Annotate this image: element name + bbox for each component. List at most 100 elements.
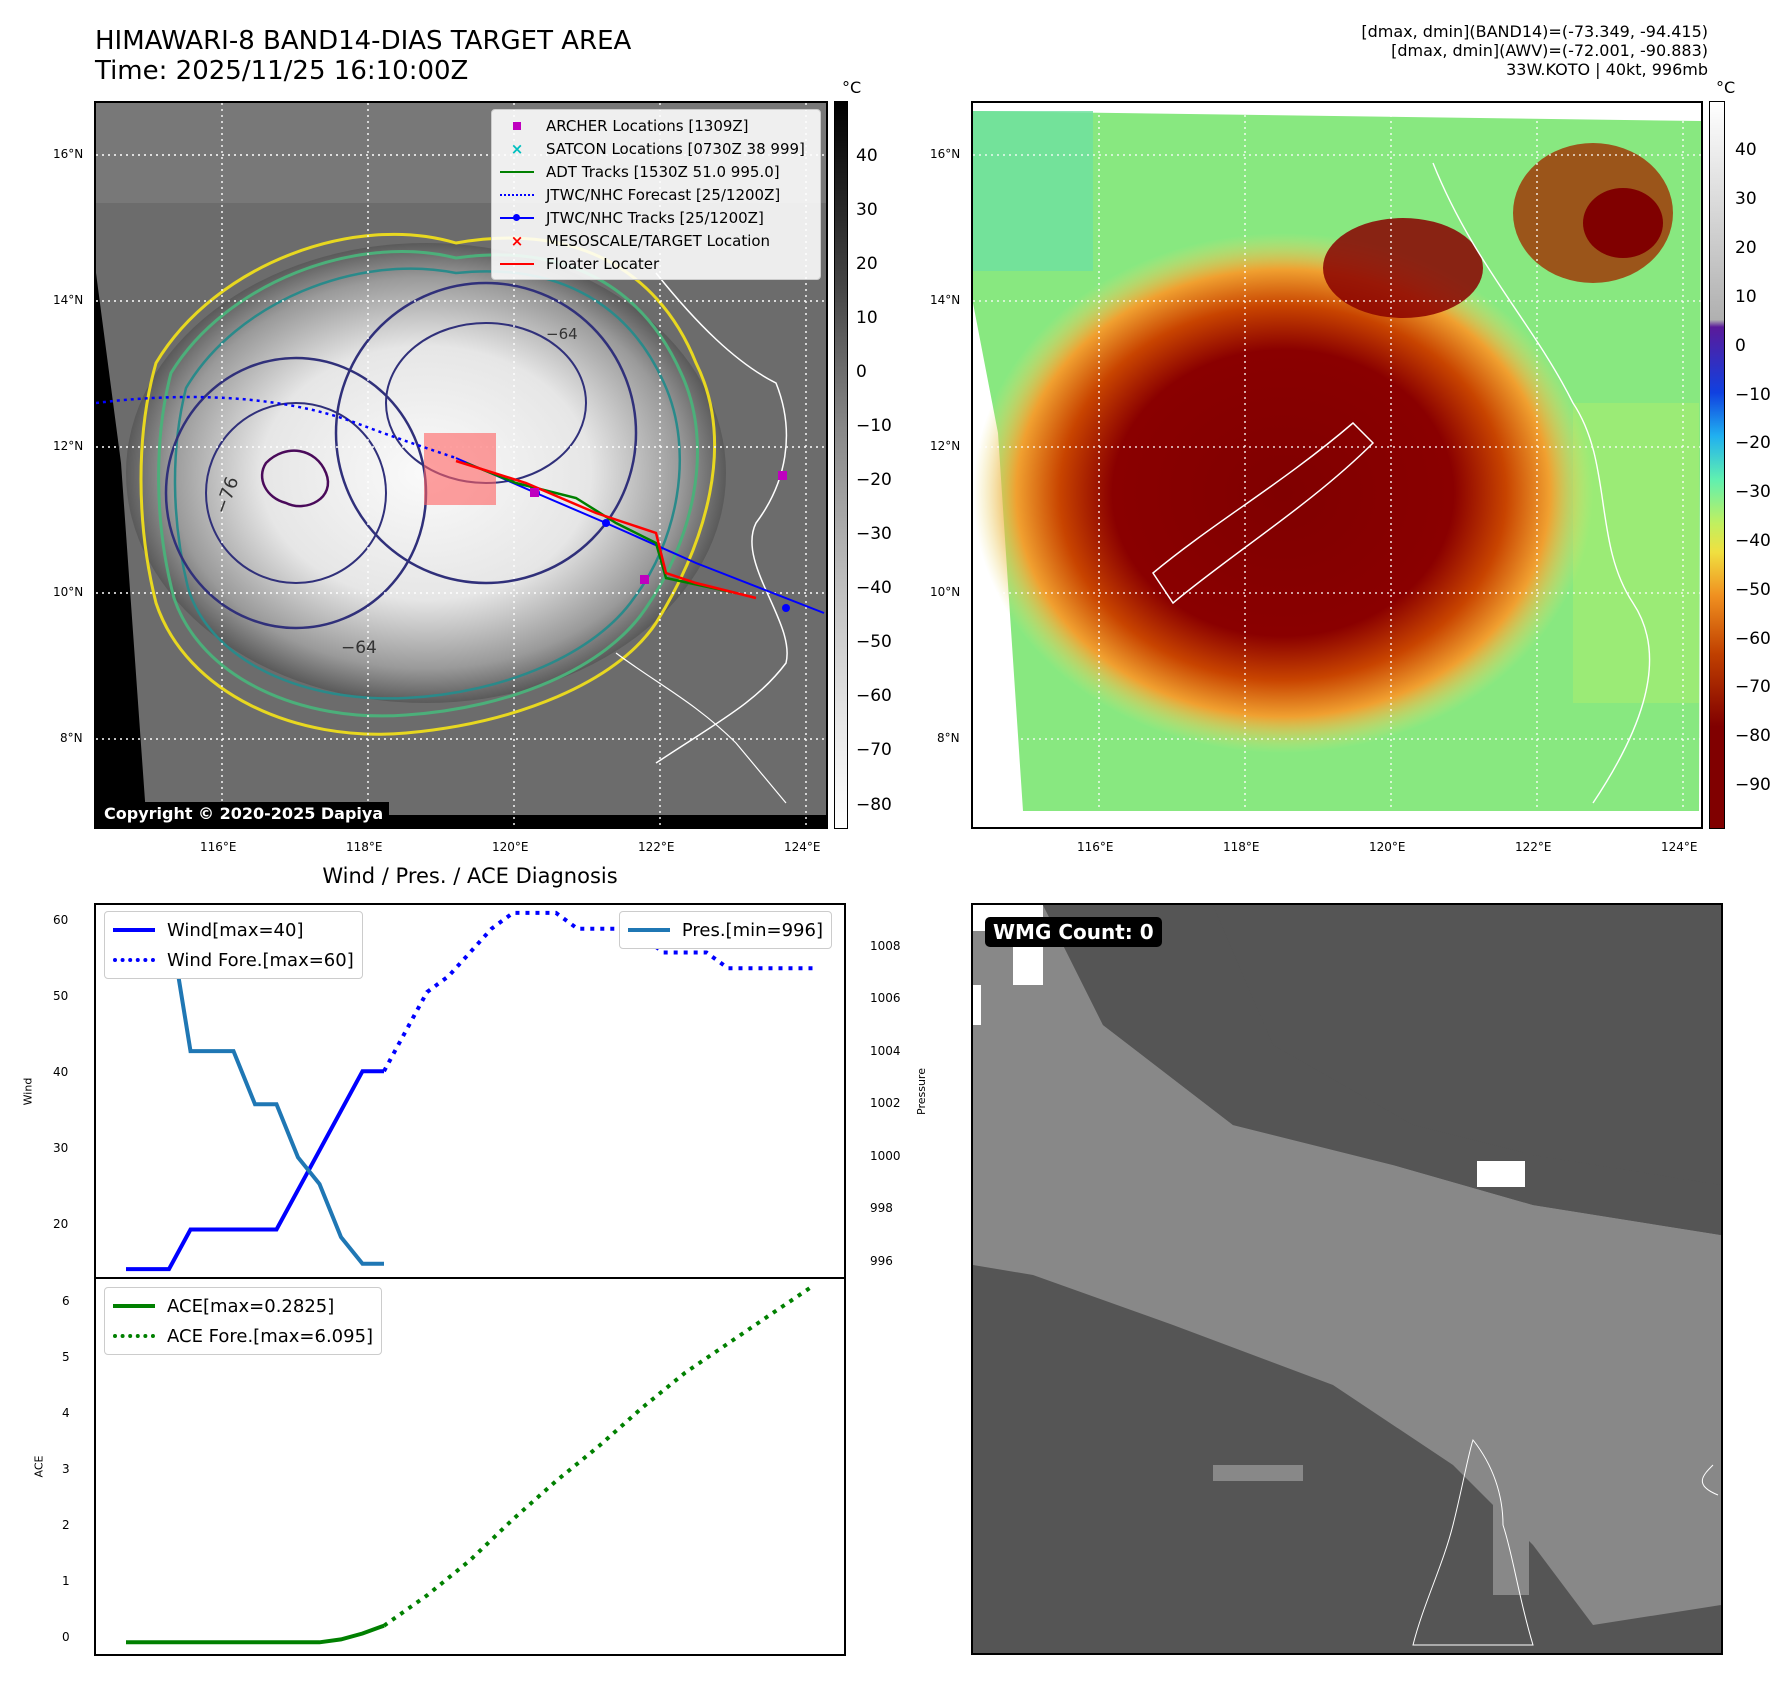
ace-line: [126, 1623, 385, 1645]
wmg-panel: WMG Count: 0: [971, 903, 1723, 1655]
pressure-legend: Pres.[min=996]: [618, 911, 832, 949]
adt-track: [465, 461, 737, 595]
cb-tick: −70: [856, 740, 892, 760]
contour-label: −64: [341, 638, 377, 658]
ir-colorbar: [834, 101, 848, 829]
cb-tick: 30: [1735, 189, 1757, 209]
lon-label: 120°E: [492, 840, 529, 854]
legend-wind-forecast: Wind Fore.[max=60]: [113, 945, 354, 975]
ir-colorbar-unit: °C: [842, 78, 862, 97]
cold-cloud-top: [973, 233, 1593, 753]
ace-tick: 0: [62, 1630, 70, 1644]
map-legend: ARCHER Locations [1309Z] × SATCON Locatio…: [491, 109, 821, 280]
ace-tick: 6: [62, 1294, 70, 1308]
ace-plot: [126, 1283, 816, 1645]
pressure-tick: 996: [870, 1254, 893, 1268]
storm-info: 33W.KOTO | 40kt, 996mb: [1506, 60, 1708, 79]
awv-map-svg: [973, 103, 1701, 827]
ir-map-panel: −76 −64 −64 ARCHER Locations [1309Z] × SA…: [94, 101, 828, 829]
lon-label: 124°E: [1661, 840, 1698, 854]
title-line-1: HIMAWARI-8 BAND14-DIAS TARGET AREA: [95, 26, 632, 56]
lat-label: 10°N: [53, 585, 84, 599]
pressure-axis-label: Pressure: [914, 1068, 928, 1115]
lat-label: 16°N: [930, 147, 961, 161]
cb-tick: 0: [856, 362, 867, 382]
cb-tick: −60: [1735, 629, 1771, 649]
cb-tick: −60: [856, 686, 892, 706]
awv-colorbar-unit: °C: [1716, 78, 1736, 97]
wind-forecast-line: [382, 910, 814, 1073]
ir-map-svg: [96, 103, 826, 827]
lon-label: 122°E: [638, 840, 675, 854]
lat-label: 12°N: [930, 439, 961, 453]
ace-tick: 2: [62, 1518, 70, 1532]
cb-tick: −10: [1735, 385, 1771, 405]
wmg-light-region: [973, 905, 1721, 1625]
page-title: HIMAWARI-8 BAND14-DIAS TARGET AREA Time:…: [95, 26, 631, 86]
wind-tick: 20: [53, 1217, 69, 1231]
wind-tick: 40: [53, 1065, 69, 1079]
floater-track: [455, 459, 757, 600]
contour-purple: [260, 449, 330, 508]
legend-adt: ADT Tracks [1530Z 51.0 995.0]: [500, 160, 812, 183]
contour-green: [157, 250, 699, 718]
cb-tick: 0: [1735, 336, 1746, 356]
ace-forecast-line: [382, 1283, 816, 1628]
wind-tick: 50: [53, 989, 69, 1003]
legend-satcon: × SATCON Locations [0730Z 38 999]: [510, 139, 805, 158]
contour-yellow: [139, 232, 716, 736]
ace-legend: ACE[max=0.2825] ACE Fore.[max=6.095]: [104, 1287, 383, 1355]
wind-legend: Wind[max=40] Wind Fore.[max=60]: [104, 911, 363, 979]
lat-label: 14°N: [53, 293, 84, 307]
cb-tick: −80: [856, 795, 892, 815]
lon-label: 122°E: [1515, 840, 1552, 854]
map-gridlines: [973, 103, 1701, 827]
wind-axis-label: Wind: [21, 1077, 35, 1106]
ace-panel: ACE[max=0.2825] ACE Fore.[max=6.095]: [94, 1277, 846, 1656]
band14-range: [dmax, dmin](BAND14)=(-73.349, -94.415): [1361, 22, 1708, 41]
cb-tick: −90: [1735, 775, 1771, 795]
wind-tick: 30: [53, 1141, 69, 1155]
cb-tick: −50: [856, 632, 892, 652]
coastline: [655, 272, 788, 764]
contour-navy-east: [334, 281, 638, 585]
coastline: [1152, 421, 1375, 605]
lon-label: 116°E: [1077, 840, 1114, 854]
lat-label: 16°N: [53, 147, 84, 161]
lon-label: 116°E: [200, 840, 237, 854]
legend-forecast: JTWC/NHC Forecast [25/1200Z]: [500, 183, 812, 206]
lon-label: 118°E: [346, 840, 383, 854]
lat-label: 12°N: [53, 439, 84, 453]
legend-wind: Wind[max=40]: [113, 915, 354, 945]
wind-tick: 60: [53, 913, 69, 927]
cb-tick: 20: [856, 254, 878, 274]
cb-tick: −70: [1735, 677, 1771, 697]
wind-pressure-panel: Wind[max=40] Wind Fore.[max=60] Pres.[mi…: [94, 903, 846, 1279]
pressure-tick: 1002: [870, 1096, 901, 1110]
archer-marker: [778, 471, 787, 480]
forecast-track: [96, 395, 457, 460]
lat-label: 10°N: [930, 585, 961, 599]
pressure-tick: 1004: [870, 1044, 901, 1058]
cb-tick: −10: [856, 416, 892, 436]
lon-label: 120°E: [1369, 840, 1406, 854]
cb-tick: 40: [856, 146, 878, 166]
cb-tick: −20: [1735, 433, 1771, 453]
cb-tick: −20: [856, 470, 892, 490]
ace-tick: 4: [62, 1406, 70, 1420]
wmg-map-svg: [973, 905, 1721, 1653]
legend-target: × MESOSCALE/TARGET Location: [510, 231, 771, 250]
coastline: [1412, 1438, 1534, 1646]
lon-label: 124°E: [784, 840, 821, 854]
copyright-label: Copyright © 2020-2025 Dapiya: [98, 802, 390, 825]
pressure-tick: 1006: [870, 991, 901, 1005]
cb-tick: 20: [1735, 238, 1757, 258]
lon-label: 118°E: [1223, 840, 1260, 854]
legend-archer: ARCHER Locations [1309Z]: [500, 114, 812, 137]
cb-tick: −30: [856, 524, 892, 544]
cb-tick: 10: [856, 308, 878, 328]
ace-axis-label: ACE: [32, 1455, 46, 1478]
title-line-2: Time: 2025/11/25 16:10:00Z: [95, 56, 469, 86]
pressure-tick: 1008: [870, 939, 901, 953]
wind-pressure-plot: [126, 910, 814, 1272]
